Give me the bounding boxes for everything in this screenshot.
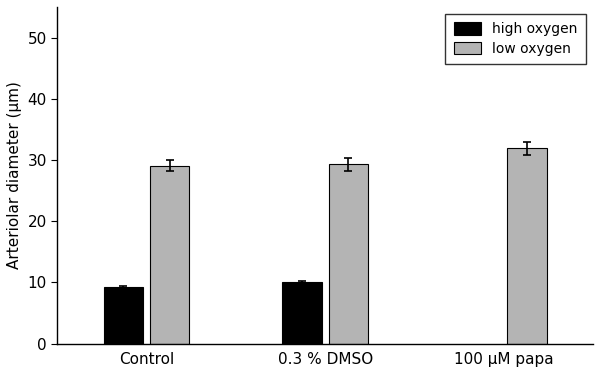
- Y-axis label: Arteriolar diameter (μm): Arteriolar diameter (μm): [7, 82, 22, 269]
- Bar: [329, 164, 368, 344]
- Bar: [104, 287, 143, 344]
- Legend: high oxygen, low oxygen: high oxygen, low oxygen: [445, 14, 586, 64]
- Bar: [508, 148, 547, 344]
- Bar: [283, 282, 322, 344]
- Bar: [150, 166, 190, 344]
